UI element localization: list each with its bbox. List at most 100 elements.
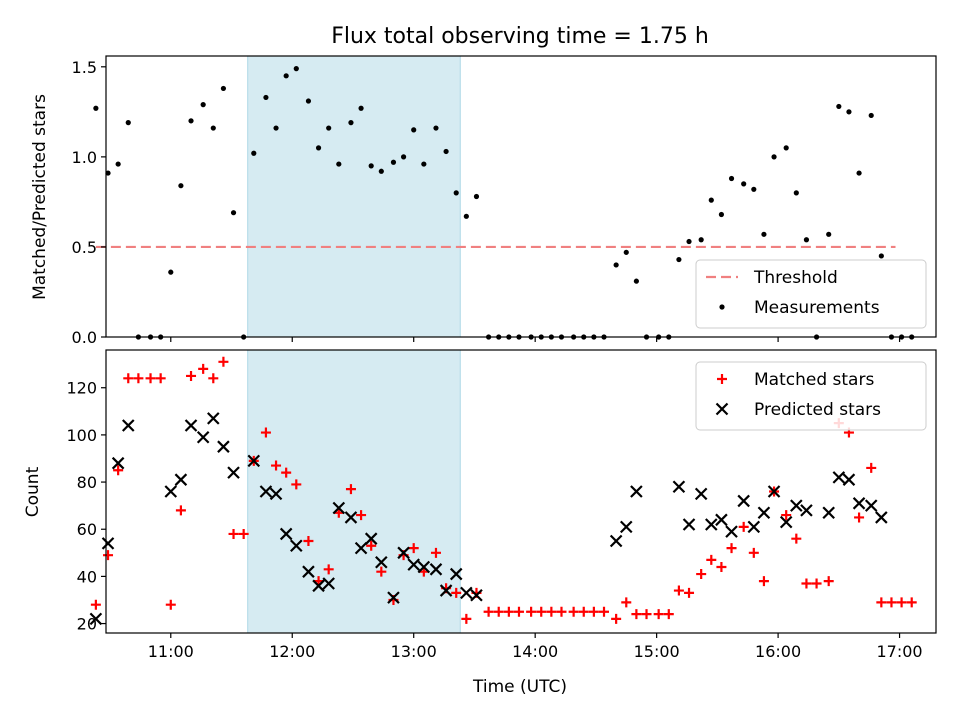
plot-frame: [105, 349, 937, 634]
predicted-stars-point: [164, 485, 178, 498]
matched-stars-point: [356, 510, 367, 521]
matched-stars-point: [631, 609, 642, 620]
measurement-point: [220, 85, 227, 92]
matched-stars-point: [684, 587, 695, 598]
legend-entry-label: Measurements: [754, 298, 880, 318]
predicted-stars-point: [196, 430, 210, 444]
measurement-point: [623, 249, 629, 255]
measurement-point: [336, 161, 342, 167]
matched-stars-point: [291, 479, 302, 490]
legend-box: [695, 361, 927, 431]
predicted-stars-point: [705, 518, 718, 531]
top-chart-title: Flux total observing time = 1.75 h: [331, 24, 709, 49]
matched-stars-point: [218, 356, 229, 367]
measurement-point: [188, 118, 194, 124]
predicted-stars-point: [407, 558, 420, 571]
predicted-stars-point: [247, 454, 261, 468]
predicted-stars-point: [779, 515, 793, 529]
predicted-stars-point: [184, 419, 198, 432]
matched-stars-point: [716, 561, 727, 572]
matched-stars-point: [123, 373, 134, 384]
matched-stars-point: [165, 599, 176, 610]
matched-stars-point: [103, 550, 114, 561]
measurement-point: [783, 145, 789, 151]
matched-stars-point: [906, 597, 917, 608]
predicted-stars-point: [312, 579, 325, 593]
matched-stars-point: [113, 465, 124, 476]
measurement-point: [453, 190, 459, 196]
plot-frame: [105, 55, 937, 338]
measurement-point: [463, 213, 469, 219]
matched-stars-point: [738, 521, 749, 532]
matched-stars-point: [208, 373, 219, 384]
matched-stars-point: [198, 363, 209, 374]
matched-stars-point: [323, 564, 334, 575]
measurement-point: [718, 211, 725, 218]
matched-stars-point: [578, 606, 589, 617]
matched-stars-point: [801, 578, 812, 589]
measurement-point: [411, 127, 417, 133]
matched-stars-point: [483, 606, 494, 617]
predicted-stars-point: [767, 485, 781, 498]
matched-stars-point: [186, 370, 197, 381]
predicted-stars-point: [375, 555, 388, 569]
y-tick-label: 120: [66, 379, 97, 398]
predicted-stars-point: [682, 518, 696, 531]
y-tick-label: 20: [77, 615, 97, 634]
matched-stars-point: [599, 606, 609, 617]
predicted-stars-point: [227, 466, 240, 479]
predicted-stars-point: [429, 563, 443, 576]
measurement-point: [751, 186, 757, 192]
predicted-stars-point: [822, 506, 835, 520]
measurement-point: [686, 238, 692, 245]
predicted-stars-point: [609, 534, 623, 548]
measurement-point: [230, 210, 237, 216]
measurement-point: [378, 168, 384, 174]
predicted-stars-point: [630, 485, 643, 498]
predicted-stars-point: [842, 473, 856, 486]
measurement-point: [115, 161, 121, 167]
measurement-point: [613, 262, 619, 268]
matched-stars-point: [811, 578, 822, 589]
predicted-stars-point: [725, 525, 738, 538]
measurement-point: [771, 154, 777, 160]
matched-stars-point: [303, 536, 314, 547]
predicted-stars-point: [302, 565, 315, 578]
predicted-stars-point: [89, 612, 103, 626]
y-tick-label: 60: [77, 520, 97, 539]
matched-stars-point: [228, 528, 239, 539]
x-tick-label: 15:00: [634, 642, 680, 661]
matched-stars-point: [758, 576, 769, 587]
predicted-stars-point: [460, 586, 473, 600]
predicted-stars-point: [364, 532, 378, 545]
measurement-point: [293, 66, 299, 72]
predicted-stars-point: [259, 485, 273, 498]
measurement-point: [125, 120, 131, 126]
x-tick-label: 11:00: [148, 642, 194, 661]
measurement-point: [348, 120, 354, 126]
predicted-stars-point: [449, 567, 463, 581]
predicted-stars-point: [864, 499, 878, 512]
y-tick-label: 100: [66, 426, 97, 445]
y-tick-label: 0.0: [72, 328, 97, 347]
bottom-chart-ylabel: Count: [23, 466, 43, 517]
matched-stars-point: [866, 462, 877, 473]
matched-stars-point: [823, 576, 834, 587]
y-tick-label: 80: [77, 473, 97, 492]
predicted-stars-point: [354, 541, 368, 555]
legend-matched-swatch: [717, 374, 727, 384]
measurement-point: [358, 105, 364, 111]
matched-stars-point: [461, 613, 472, 624]
matched-stars-point: [653, 609, 664, 620]
measurement-point: [283, 73, 289, 79]
predicted-stars-point: [207, 412, 220, 425]
matched-stars-point: [503, 606, 514, 617]
measurement-point: [390, 159, 397, 165]
matched-stars-point: [345, 484, 356, 495]
legend-box: [695, 259, 927, 329]
measurement-point: [178, 183, 184, 189]
measurement-point: [443, 148, 449, 155]
predicted-stars-point: [470, 588, 483, 602]
measurement-point: [105, 170, 111, 176]
x-tick-label: 13:00: [391, 642, 437, 661]
